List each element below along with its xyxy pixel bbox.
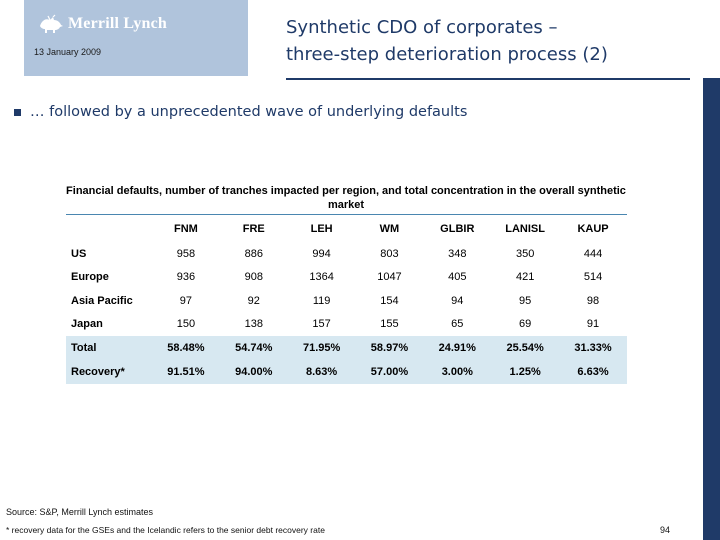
recovery-row: Recovery* 91.51% 94.00% 8.63% 57.00% 3.0… (66, 360, 627, 384)
table-cell: 54.74% (219, 336, 288, 360)
slide-title-line-1: Synthetic CDO of corporates – (286, 17, 558, 38)
table-cell: 31.33% (559, 336, 627, 360)
table-cell: 95 (519, 294, 532, 307)
table-cell: 514 (583, 271, 603, 284)
slide-title: Synthetic CDO of corporates – three-step… (286, 14, 706, 68)
table-cell: 57.00% (355, 360, 424, 384)
table-cell: 97 (179, 294, 193, 307)
table-cell: 405 (448, 271, 467, 284)
table-cell: 958 (176, 247, 196, 260)
defaults-table-container: FNM FRE LEH WM GLBIR LANISL KAUP US 958 … (66, 214, 627, 384)
table-row: Europe 936 908 1364 1047 405 421 514 (66, 266, 627, 290)
brand-logo: Merrill Lynch (38, 14, 167, 34)
slide-title-line-2: three-step deterioration process (2) (286, 44, 608, 65)
column-header: KAUP (577, 222, 609, 235)
column-header: GLBIR (440, 222, 475, 235)
table-cell: 119 (312, 294, 331, 307)
logo-panel: Merrill Lynch 13 January 2009 (24, 0, 248, 76)
table-cell: 8.63% (287, 360, 356, 384)
table-row: Asia Pacific 97 92 119 154 94 95 98 (66, 289, 627, 313)
table-cell: 71.95% (287, 336, 356, 360)
table-cell: 94.00% (219, 360, 288, 384)
table-cell: 1364 (309, 271, 334, 284)
table-cell: 886 (244, 247, 263, 260)
total-row: Total 58.48% 54.74% 71.95% 58.97% 24.91%… (66, 336, 627, 360)
footnote: * recovery data for the GSEs and the Ice… (6, 525, 325, 535)
table-cell: 98 (586, 294, 600, 307)
table-cell: 58.97% (355, 336, 424, 360)
table-cell: 91 (586, 318, 600, 331)
row-label: Total (66, 336, 152, 360)
table-cell: 1047 (377, 271, 402, 284)
row-label: Recovery* (66, 360, 152, 384)
source-note: Source: S&P, Merrill Lynch estimates (6, 507, 154, 517)
table-cell: 69 (519, 318, 532, 331)
column-header: LEH (310, 222, 333, 235)
table-cell: 58.48% (152, 336, 220, 360)
table-cell: 936 (176, 271, 196, 284)
table-cell: 155 (380, 318, 399, 331)
slide-date: 13 January 2009 (34, 47, 102, 57)
square-bullet-icon (14, 108, 21, 116)
column-header: FNM (174, 222, 198, 235)
table-cell: 421 (515, 271, 535, 284)
table-cell: 91.51% (152, 360, 220, 384)
column-header: FRE (242, 222, 265, 235)
table-cell: 157 (312, 318, 331, 331)
table-cell: 150 (176, 318, 196, 331)
table-cell: 1.25% (491, 360, 560, 384)
table-cell: 444 (583, 247, 603, 260)
title-divider (286, 78, 690, 80)
brand-name: Merrill Lynch (68, 15, 168, 32)
bullet-point: … followed by a unprecedented wave of un… (14, 104, 467, 120)
table-header-row: FNM FRE LEH WM GLBIR LANISL KAUP (66, 215, 627, 242)
table-cell: 154 (380, 294, 399, 307)
row-label: US (71, 247, 87, 260)
column-header: WM (379, 222, 400, 235)
table-cell: 908 (244, 271, 263, 284)
row-label: Japan (71, 318, 103, 331)
row-label: Asia Pacific (71, 294, 133, 307)
defaults-table: FNM FRE LEH WM GLBIR LANISL KAUP US 958 … (66, 215, 627, 384)
table-cell: 350 (515, 247, 535, 260)
table-row: US 958 886 994 803 348 350 444 (66, 242, 627, 266)
table-cell: 65 (451, 318, 464, 331)
bull-icon (40, 14, 63, 33)
right-accent-bar (703, 78, 720, 540)
table-cell: 348 (448, 247, 467, 260)
table-cell: 3.00% (423, 360, 492, 384)
table-cell: 92 (247, 294, 260, 307)
table-cell: 138 (244, 318, 263, 331)
column-header (66, 215, 152, 242)
table-cell: 6.63% (559, 360, 627, 384)
table-row: Japan 150 138 157 155 65 69 91 (66, 313, 627, 337)
page-number: 94 (660, 525, 671, 535)
table-cell: 25.54% (491, 336, 560, 360)
table-title: Financial defaults, number of tranches i… (66, 185, 626, 211)
row-label: Europe (71, 271, 109, 284)
table-cell: 94 (451, 294, 464, 307)
table-cell: 994 (312, 247, 331, 260)
column-header: LANISL (505, 222, 545, 235)
bullet-text: … followed by a unprecedented wave of un… (30, 104, 468, 120)
table-cell: 803 (380, 247, 399, 260)
table-cell: 24.91% (423, 336, 492, 360)
